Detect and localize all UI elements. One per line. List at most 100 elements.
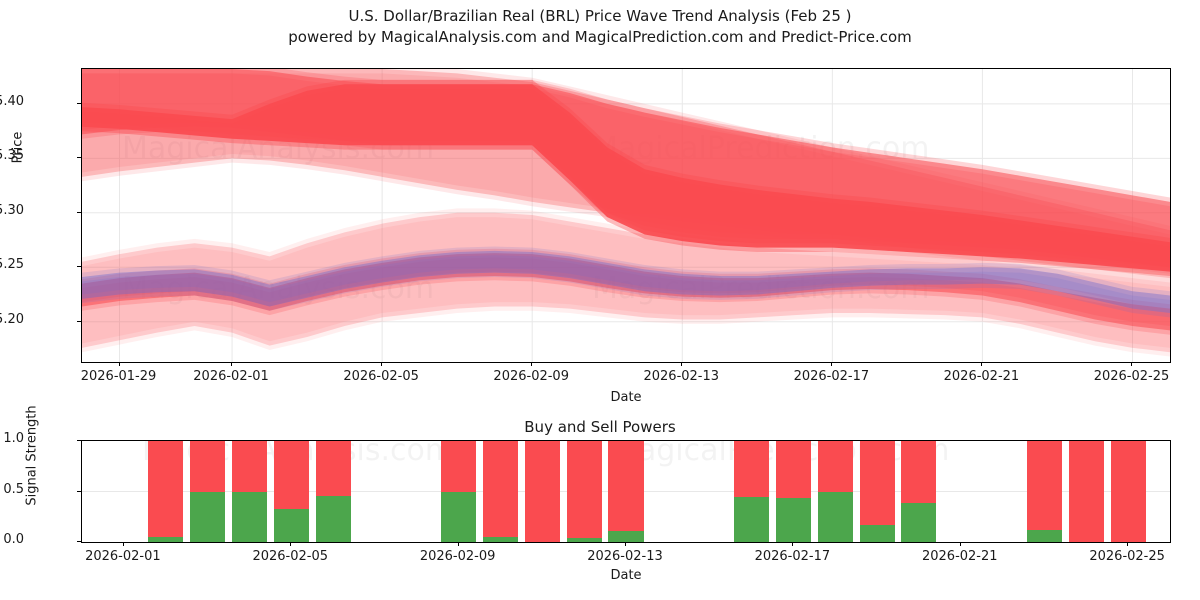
sell-power-segment bbox=[775, 441, 811, 498]
price-x-tick-label: 2026-02-21 bbox=[943, 369, 1020, 384]
signal-bar bbox=[733, 441, 770, 542]
buy-power-segment bbox=[566, 537, 602, 542]
signal-x-tick-label: 2026-02-05 bbox=[252, 549, 328, 564]
signal-bar bbox=[315, 441, 351, 542]
sell-power-segment bbox=[733, 441, 770, 497]
signal-bar bbox=[1068, 441, 1104, 542]
buy-power-segment bbox=[315, 495, 351, 542]
signal-x-tick-label: 2026-02-09 bbox=[419, 549, 496, 564]
buy-power-segment bbox=[733, 496, 770, 542]
buy-power-segment bbox=[1026, 529, 1063, 542]
price-y-tick-label: 5.35 bbox=[0, 148, 24, 164]
price-x-tick-mark bbox=[118, 362, 120, 366]
price-x-tick-mark bbox=[531, 362, 533, 366]
signal-bar bbox=[859, 441, 895, 542]
signal-x-tick-label: 2026-02-25 bbox=[1089, 549, 1165, 564]
signal-x-tick-mark bbox=[122, 542, 124, 546]
price-y-tick-label: 5.25 bbox=[0, 257, 24, 273]
buy-power-segment bbox=[901, 502, 937, 542]
price-y-tick-mark bbox=[77, 320, 81, 322]
signal-y-tick-mark bbox=[77, 541, 81, 542]
sell-power-segment bbox=[859, 441, 895, 525]
buy-power-segment bbox=[273, 508, 309, 542]
price-x-tick-mark bbox=[231, 362, 233, 366]
price-y-tick-mark bbox=[77, 157, 81, 159]
buy-power-segment bbox=[817, 491, 853, 542]
signal-x-tick-mark bbox=[959, 542, 961, 546]
page-title: U.S. Dollar/Brazilian Real (BRL) Price W… bbox=[348, 7, 852, 25]
price-wave-plot-area: MagicalAnalysis.com MagicalPrediction.co… bbox=[81, 68, 1171, 363]
sell-power-segment bbox=[608, 441, 644, 531]
price-x-axis-title: Date bbox=[610, 390, 642, 405]
signal-bar bbox=[1110, 441, 1146, 542]
buy-power-segment bbox=[441, 491, 477, 542]
buy-power-segment bbox=[608, 530, 644, 542]
signal-y-axis-title: Signal Strength bbox=[24, 405, 40, 506]
sell-power-segment bbox=[524, 441, 560, 542]
price-x-tick-label: 2026-02-17 bbox=[793, 369, 870, 384]
price-x-tick-mark bbox=[381, 362, 383, 366]
sell-power-segment bbox=[189, 441, 226, 492]
signal-y-tick-mark bbox=[77, 490, 81, 492]
price-x-tick-label: 2026-02-25 bbox=[1093, 369, 1170, 384]
signal-x-tick-mark bbox=[1127, 542, 1129, 546]
price-x-tick-label: 2026-02-13 bbox=[643, 369, 720, 384]
price-x-tick-mark bbox=[831, 362, 833, 366]
sell-power-segment bbox=[1068, 441, 1104, 542]
price-y-tick-label: 5.40 bbox=[0, 93, 24, 109]
price-x-tick-label: 2026-02-05 bbox=[343, 369, 419, 384]
signal-bar bbox=[817, 441, 853, 542]
signal-x-tick-label: 2026-02-21 bbox=[921, 549, 998, 564]
price-x-tick-label: 2026-02-09 bbox=[493, 369, 569, 384]
buy-power-segment bbox=[148, 536, 184, 542]
buy-power-segment bbox=[189, 491, 226, 542]
price-y-tick-label: 5.20 bbox=[0, 311, 24, 327]
signal-bar bbox=[273, 441, 309, 542]
sell-power-segment bbox=[441, 441, 477, 492]
price-x-tick-label: 2026-02-01 bbox=[193, 369, 269, 384]
signal-x-tick-mark bbox=[290, 542, 292, 546]
signal-y-tick-label: 1.0 bbox=[3, 431, 24, 446]
sell-power-segment bbox=[482, 441, 519, 537]
price-x-tick-mark bbox=[1131, 362, 1133, 366]
sell-power-segment bbox=[148, 441, 184, 537]
sell-power-segment bbox=[231, 441, 267, 492]
buy-power-segment bbox=[482, 536, 519, 542]
signal-bar bbox=[524, 441, 560, 542]
price-y-tick-mark bbox=[77, 102, 81, 104]
signal-bar bbox=[608, 441, 644, 542]
signal-y-tick-label: 0.5 bbox=[3, 481, 24, 497]
signal-x-tick-label: 2026-02-17 bbox=[754, 549, 831, 564]
signal-bar bbox=[441, 441, 477, 542]
sell-power-segment bbox=[315, 441, 351, 496]
page-subtitle: powered by MagicalAnalysis.com and Magic… bbox=[288, 28, 912, 46]
price-x-tick-label: 2026-01-29 bbox=[80, 369, 157, 384]
signal-y-tick-label: 0.0 bbox=[3, 532, 24, 547]
signal-x-tick-mark bbox=[792, 542, 794, 546]
signal-bar bbox=[482, 441, 519, 542]
signal-bar bbox=[148, 441, 184, 542]
signal-x-tick-label: 2026-02-01 bbox=[85, 549, 161, 564]
chart-title-block: U.S. Dollar/Brazilian Real (BRL) Price W… bbox=[0, 6, 1200, 48]
sell-power-segment bbox=[901, 441, 937, 503]
signal-bar bbox=[566, 441, 602, 542]
price-y-tick-mark bbox=[77, 266, 81, 268]
price-y-tick-label: 5.30 bbox=[0, 202, 24, 218]
signal-x-tick-label: 2026-02-13 bbox=[587, 549, 663, 564]
price-y-tick-mark bbox=[77, 211, 81, 213]
price-x-tick-mark bbox=[681, 362, 683, 366]
price-wave-bands bbox=[82, 69, 1170, 362]
signal-bar bbox=[1026, 441, 1063, 542]
signal-x-tick-mark bbox=[457, 542, 459, 546]
buy-power-segment bbox=[231, 491, 267, 542]
sell-power-segment bbox=[1110, 441, 1146, 542]
signal-bar bbox=[189, 441, 226, 542]
signal-chart-title: Buy and Sell Powers bbox=[524, 418, 676, 436]
signal-bar bbox=[775, 441, 811, 542]
price-x-tick-mark bbox=[981, 362, 983, 366]
price-y-axis-title: Price bbox=[10, 131, 26, 164]
sell-power-segment bbox=[273, 441, 309, 509]
signal-y-tick-mark bbox=[77, 440, 81, 441]
signal-bar bbox=[901, 441, 937, 542]
signal-x-tick-mark bbox=[625, 542, 626, 546]
